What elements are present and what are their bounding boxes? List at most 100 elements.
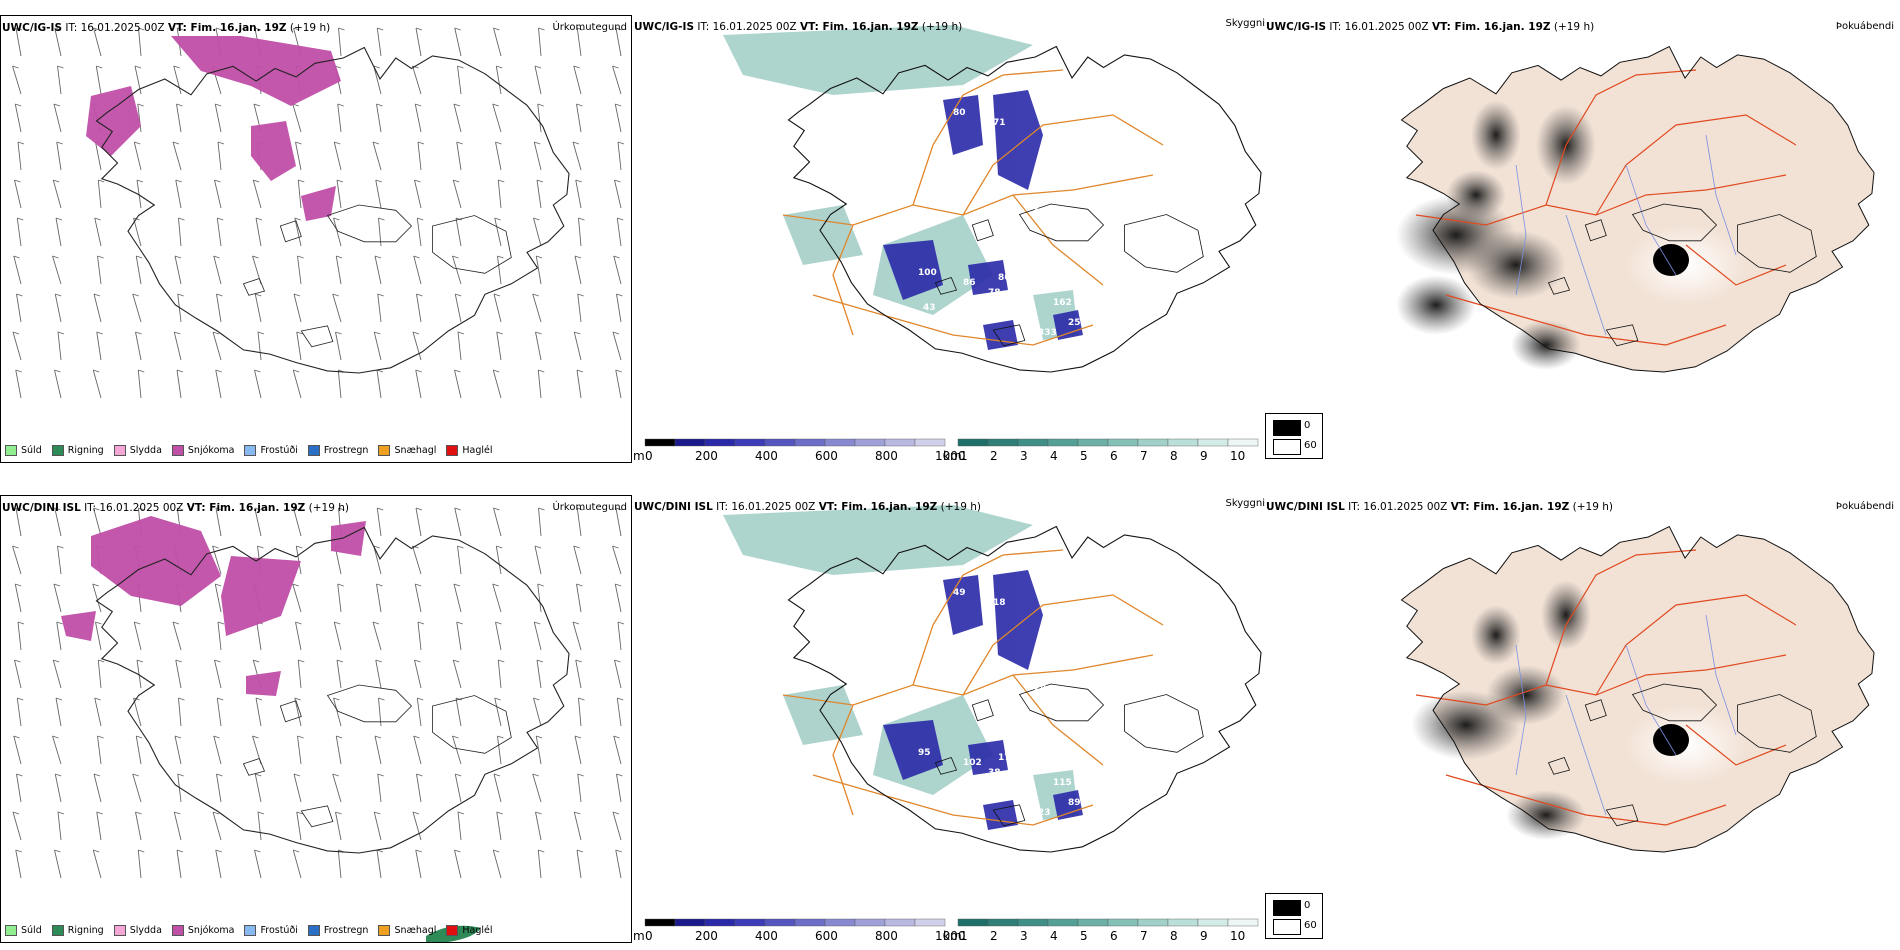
wind-barb (57, 545, 64, 575)
panel-header: UWC/DINI ISL IT: 16.01.2025 00Z VT: Fim.… (1266, 501, 1613, 513)
legend-swatch (51, 445, 64, 456)
wind-barb (95, 65, 103, 95)
ceiling-scale-tick: 1000 (935, 449, 966, 463)
wind-barb (92, 583, 102, 613)
wind-barb (455, 697, 463, 727)
wind-barb (254, 369, 262, 399)
wind-barb (254, 773, 262, 803)
wind-barb (374, 735, 382, 765)
wind-barb (452, 179, 462, 209)
road (1012, 194, 1104, 286)
glacier-outline (1605, 324, 1639, 347)
wind-barb (54, 293, 62, 323)
wind-barb (615, 507, 623, 537)
wind-barb (532, 773, 542, 803)
wind-barb (454, 27, 462, 57)
wind-barb (297, 255, 304, 285)
wind-barb (216, 217, 224, 247)
wind-barb (95, 621, 102, 651)
wind-barb (293, 293, 302, 323)
wind-barb (17, 621, 25, 651)
wind-barb (376, 369, 384, 399)
wind-barb (257, 811, 265, 841)
visibility-scale-tick: 3 (1020, 449, 1028, 463)
visibility-scale-cell (1167, 438, 1199, 447)
visibility-scale-cell (1047, 438, 1079, 447)
river (1705, 614, 1737, 736)
wind-barb (535, 331, 542, 361)
visibility-scale-unit: km (943, 449, 962, 463)
glacier-outline (934, 277, 958, 295)
wind-barb (494, 697, 502, 727)
wind-barb (93, 507, 102, 537)
visibility-scale-cell (1107, 918, 1139, 927)
wind-barb (132, 293, 142, 323)
ceiling-scale-cell (704, 438, 736, 447)
legend-swatch (378, 445, 391, 456)
panel-header: UWC/IG-IS IT: 16.01.2025 00Z VT: Fim. 16… (2, 22, 331, 34)
wind-barb (16, 697, 24, 727)
fog-scale-bottom: 0 60 (1265, 893, 1323, 939)
legend-label: Slydda (129, 445, 162, 456)
wind-barb (214, 583, 222, 613)
wind-barb (373, 65, 382, 95)
legend-label: Snjókoma (187, 445, 235, 456)
wind-barb (613, 255, 622, 285)
wind-barb (214, 179, 222, 209)
ceiling-scale-cell (854, 918, 886, 927)
ceiling-value-label: 100 (918, 268, 937, 278)
legend-swatch (171, 445, 184, 456)
wind-barb (94, 217, 102, 247)
wind-barb (612, 545, 622, 575)
panel-title: Skyggni (1225, 498, 1265, 509)
legend-item: Súld (5, 445, 42, 456)
wind-barb (296, 811, 303, 841)
precip-type-panel-top: UWC/IG-IS IT: 16.01.2025 00Z VT: Fim. 16… (0, 15, 632, 463)
panel-header: UWC/DINI ISL IT: 16.01.2025 00Z VT: Fim.… (634, 501, 981, 513)
visibility-scale-tick: 6 (1110, 449, 1118, 463)
wind-barb (135, 331, 142, 361)
wind-barb (493, 773, 502, 803)
wind-barb (495, 65, 503, 95)
wind-barb (617, 141, 625, 171)
panel-title: Skyggni (1225, 18, 1265, 29)
ceiling-value-label: 78 (988, 288, 1001, 298)
low-ceiling-area (968, 740, 1008, 775)
ceiling-value-label: 49 (953, 588, 966, 598)
ceiling-scale-cell (794, 918, 826, 927)
wind-barb (457, 811, 465, 841)
coastline (95, 526, 570, 854)
glacier-outline (432, 695, 512, 754)
fog-area (1486, 665, 1566, 725)
wind-barb (373, 545, 382, 575)
wind-barb (97, 179, 105, 209)
glacier-outline (300, 805, 334, 828)
wind-barb (578, 217, 585, 247)
fog-scale-top: 0 60 (1265, 413, 1323, 459)
wind-barb (54, 507, 62, 537)
wind-barb (494, 217, 502, 247)
wind-barb (614, 103, 622, 133)
wind-barb (414, 659, 422, 689)
ceiling-value-label: 71 (1073, 353, 1086, 363)
wind-barb (415, 507, 423, 537)
glacier-outline (279, 220, 302, 243)
visibility-area (723, 25, 1033, 95)
legend-item: Snæhagl (378, 925, 436, 936)
panel-header: UWC/DINI ISL IT: 16.01.2025 00Z VT: Fim.… (2, 502, 349, 514)
visibility-scale-tick: 4 (1050, 929, 1058, 943)
snowfall-area (246, 671, 281, 696)
fog-scale-label: 0 (1304, 900, 1311, 911)
wind-barb (12, 331, 22, 361)
wind-barb (537, 103, 544, 133)
wind-barb (178, 697, 185, 727)
glacier-outline (1584, 699, 1607, 722)
wind-barb (455, 217, 463, 247)
wind-barb (212, 811, 222, 841)
legend-label: Snjókoma (187, 925, 235, 936)
wind-barb (615, 849, 622, 879)
ceiling-visibility-panel-top: 80 71 56 108 92 86 100 86 78 162 25 333 150 43 26 71 19 5… (633, 15, 1265, 463)
ceiling-scale-unit: m (633, 449, 645, 463)
wind-barb (97, 735, 104, 765)
visibility-scale-tick: 9 (1200, 929, 1208, 943)
